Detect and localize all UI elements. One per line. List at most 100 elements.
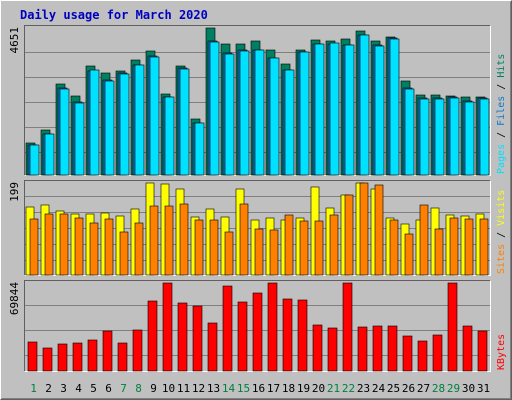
- bar-sites-day-29: [449, 217, 459, 276]
- x-tick-label-day-1: 1: [30, 382, 37, 395]
- bar-sites-day-6: [104, 218, 114, 276]
- y-max-label-sites-visits: 199: [8, 182, 21, 202]
- bar-kbytes-day-16: [252, 292, 263, 372]
- x-tick-label-day-11: 11: [177, 382, 190, 395]
- bar-sites-day-4: [74, 217, 84, 276]
- bar-pages-day-22: [344, 44, 355, 176]
- bar-sites-day-16: [254, 228, 264, 276]
- y-max-label-hits-files-pages: 4651: [8, 27, 21, 54]
- bar-pages-day-26: [404, 88, 415, 176]
- bar-sites-day-23: [359, 182, 369, 276]
- series-label-part: /: [496, 78, 507, 96]
- bar-sites-day-13: [209, 219, 219, 276]
- bar-pages-day-11: [179, 68, 190, 176]
- bar-sites-day-27: [419, 204, 429, 276]
- bar-kbytes-day-12: [192, 305, 203, 372]
- panel-border-dark: [24, 25, 491, 176]
- x-tick-label-day-3: 3: [60, 382, 67, 395]
- bar-pages-day-14: [224, 53, 235, 176]
- x-tick-label-day-6: 6: [105, 382, 112, 395]
- panel-border-light: [24, 280, 491, 372]
- bar-kbytes-day-10: [162, 282, 173, 372]
- bar-pages-day-9: [149, 56, 160, 176]
- bar-kbytes-day-17: [267, 282, 278, 372]
- bar-pages-day-30: [464, 101, 475, 176]
- x-tick-label-day-4: 4: [75, 382, 82, 395]
- bar-kbytes-day-18: [282, 298, 293, 372]
- bar-sites-day-17: [269, 229, 279, 276]
- bar-sites-day-20: [314, 220, 324, 276]
- bar-kbytes-day-6: [102, 330, 113, 372]
- bar-pages-day-23: [359, 34, 370, 176]
- panel-border-dark: [24, 180, 491, 276]
- bar-kbytes-day-21: [327, 327, 338, 372]
- bar-sites-day-26: [404, 233, 414, 276]
- bar-sites-day-19: [299, 220, 309, 276]
- bar-kbytes-day-9: [147, 300, 158, 372]
- x-tick-label-day-18: 18: [282, 382, 295, 395]
- x-tick-label-day-13: 13: [207, 382, 220, 395]
- x-tick-label-day-23: 23: [357, 382, 370, 395]
- bar-kbytes-day-31: [477, 330, 488, 372]
- bar-pages-day-13: [209, 41, 220, 176]
- bar-pages-day-28: [434, 98, 445, 176]
- bar-pages-day-16: [254, 49, 265, 176]
- bar-kbytes-day-13: [207, 322, 218, 372]
- bar-sites-day-30: [464, 218, 474, 276]
- bar-kbytes-day-4: [72, 342, 83, 372]
- bar-kbytes-day-27: [417, 340, 428, 372]
- bar-pages-day-29: [449, 97, 460, 176]
- bar-sites-day-1: [29, 218, 39, 276]
- y-max-label-kbytes: 69844: [8, 282, 21, 315]
- bar-pages-day-27: [419, 98, 430, 176]
- x-tick-label-day-20: 20: [312, 382, 325, 395]
- panel-border-light: [24, 180, 491, 276]
- x-tick-label-day-24: 24: [372, 382, 386, 395]
- series-label-part: Files: [496, 96, 507, 126]
- series-label-hits-files-pages: Pages / Files / Hits: [496, 54, 507, 174]
- bar-pages-day-6: [104, 80, 115, 176]
- bar-sites-day-25: [389, 219, 399, 276]
- bar-kbytes-day-22: [342, 282, 353, 372]
- panel-border-light: [24, 25, 491, 176]
- bar-sites-day-18: [284, 214, 294, 276]
- x-tick-label-day-30: 30: [462, 382, 475, 395]
- x-tick-label-day-29: 29: [447, 382, 460, 395]
- bar-pages-day-20: [314, 43, 325, 176]
- bar-kbytes-day-3: [57, 343, 68, 372]
- bar-sites-day-5: [89, 222, 99, 276]
- bar-pages-day-17: [269, 57, 280, 176]
- x-tick-label-day-21: 21: [327, 382, 340, 395]
- series-label-part: Visits: [496, 190, 507, 226]
- bar-kbytes-day-8: [132, 329, 143, 372]
- bar-kbytes-day-23: [357, 326, 368, 372]
- series-label-part: Pages: [496, 144, 507, 174]
- bar-kbytes-day-2: [42, 347, 53, 372]
- bar-sites-day-12: [194, 219, 204, 276]
- bar-kbytes-day-29: [447, 282, 458, 372]
- x-tick-label-day-8: 8: [135, 382, 142, 395]
- x-tick-label-day-9: 9: [150, 382, 157, 395]
- bar-pages-day-7: [119, 73, 130, 176]
- x-tick-label-day-14: 14: [222, 382, 236, 395]
- bar-kbytes-day-26: [402, 335, 413, 372]
- bar-kbytes-day-28: [432, 334, 443, 372]
- x-tick-label-day-26: 26: [402, 382, 415, 395]
- x-tick-label-day-28: 28: [432, 382, 445, 395]
- bar-pages-day-15: [239, 50, 250, 176]
- bar-pages-day-1: [29, 144, 40, 176]
- series-label-sites-visits: Sites / Visits: [496, 190, 507, 274]
- series-label-part: Hits: [496, 54, 507, 78]
- bar-sites-day-3: [59, 213, 69, 276]
- x-tick-label-day-17: 17: [267, 382, 280, 395]
- bar-sites-day-9: [149, 205, 159, 276]
- bar-sites-day-11: [179, 203, 189, 276]
- series-label-part: Sites: [496, 244, 507, 274]
- series-label-part: /: [496, 126, 507, 144]
- bar-pages-day-12: [194, 122, 205, 176]
- bar-sites-day-7: [119, 231, 129, 276]
- bar-kbytes-day-25: [387, 325, 398, 372]
- bar-sites-day-28: [434, 228, 444, 276]
- x-tick-label-day-10: 10: [162, 382, 175, 395]
